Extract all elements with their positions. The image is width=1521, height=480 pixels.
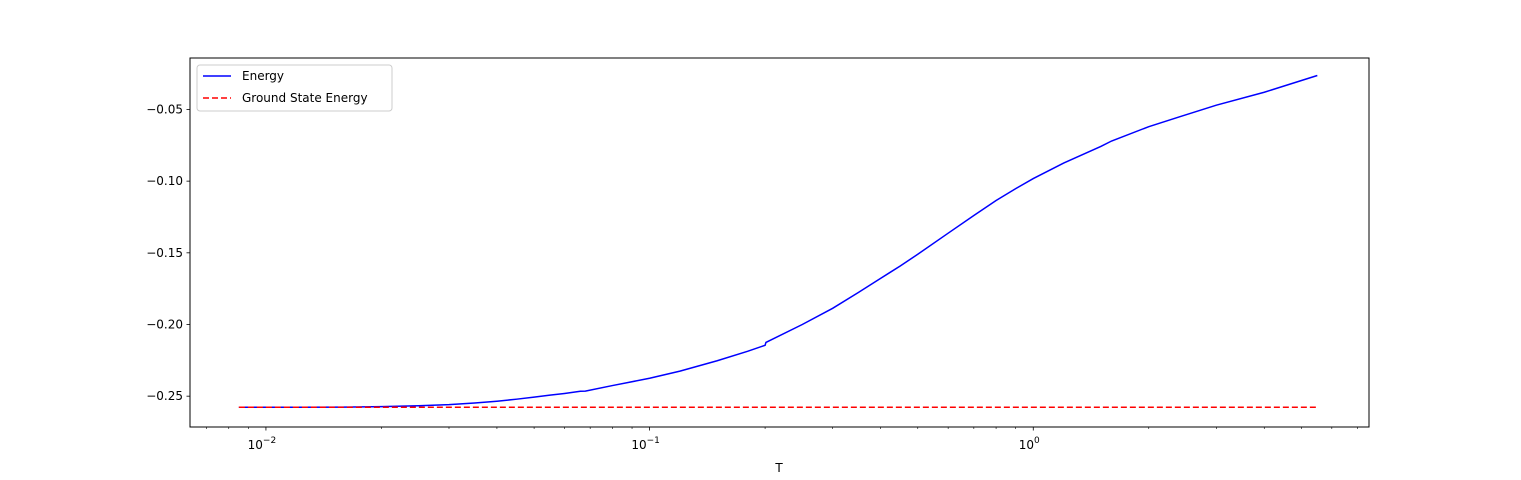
y-axis: −0.25 −0.20 −0.15 −0.10 −0.05 [146,102,190,403]
series-line-0 [238,74,1318,408]
plot-frame [189,57,1370,428]
x-axis: 10−2 10−1 100 [206,427,1358,452]
x-tick-label: 10−1 [631,436,660,452]
legend-box [196,64,393,112]
y-tick-label: −0.10 [146,174,183,188]
y-tick-label: −0.05 [146,102,183,116]
x-tick-label: 100 [1019,436,1040,452]
x-tick-label: 10−2 [248,436,277,452]
legend: Energy Ground State Energy [196,64,393,112]
legend-ground-state-label: Ground State Energy [242,91,368,105]
y-tick-label: −0.15 [146,246,183,260]
series-layer [238,74,1318,408]
y-tick-label: −0.25 [146,389,183,403]
y-tick-label: −0.20 [146,318,183,332]
x-axis-label: T [774,461,783,475]
legend-energy-label: Energy [242,69,284,83]
